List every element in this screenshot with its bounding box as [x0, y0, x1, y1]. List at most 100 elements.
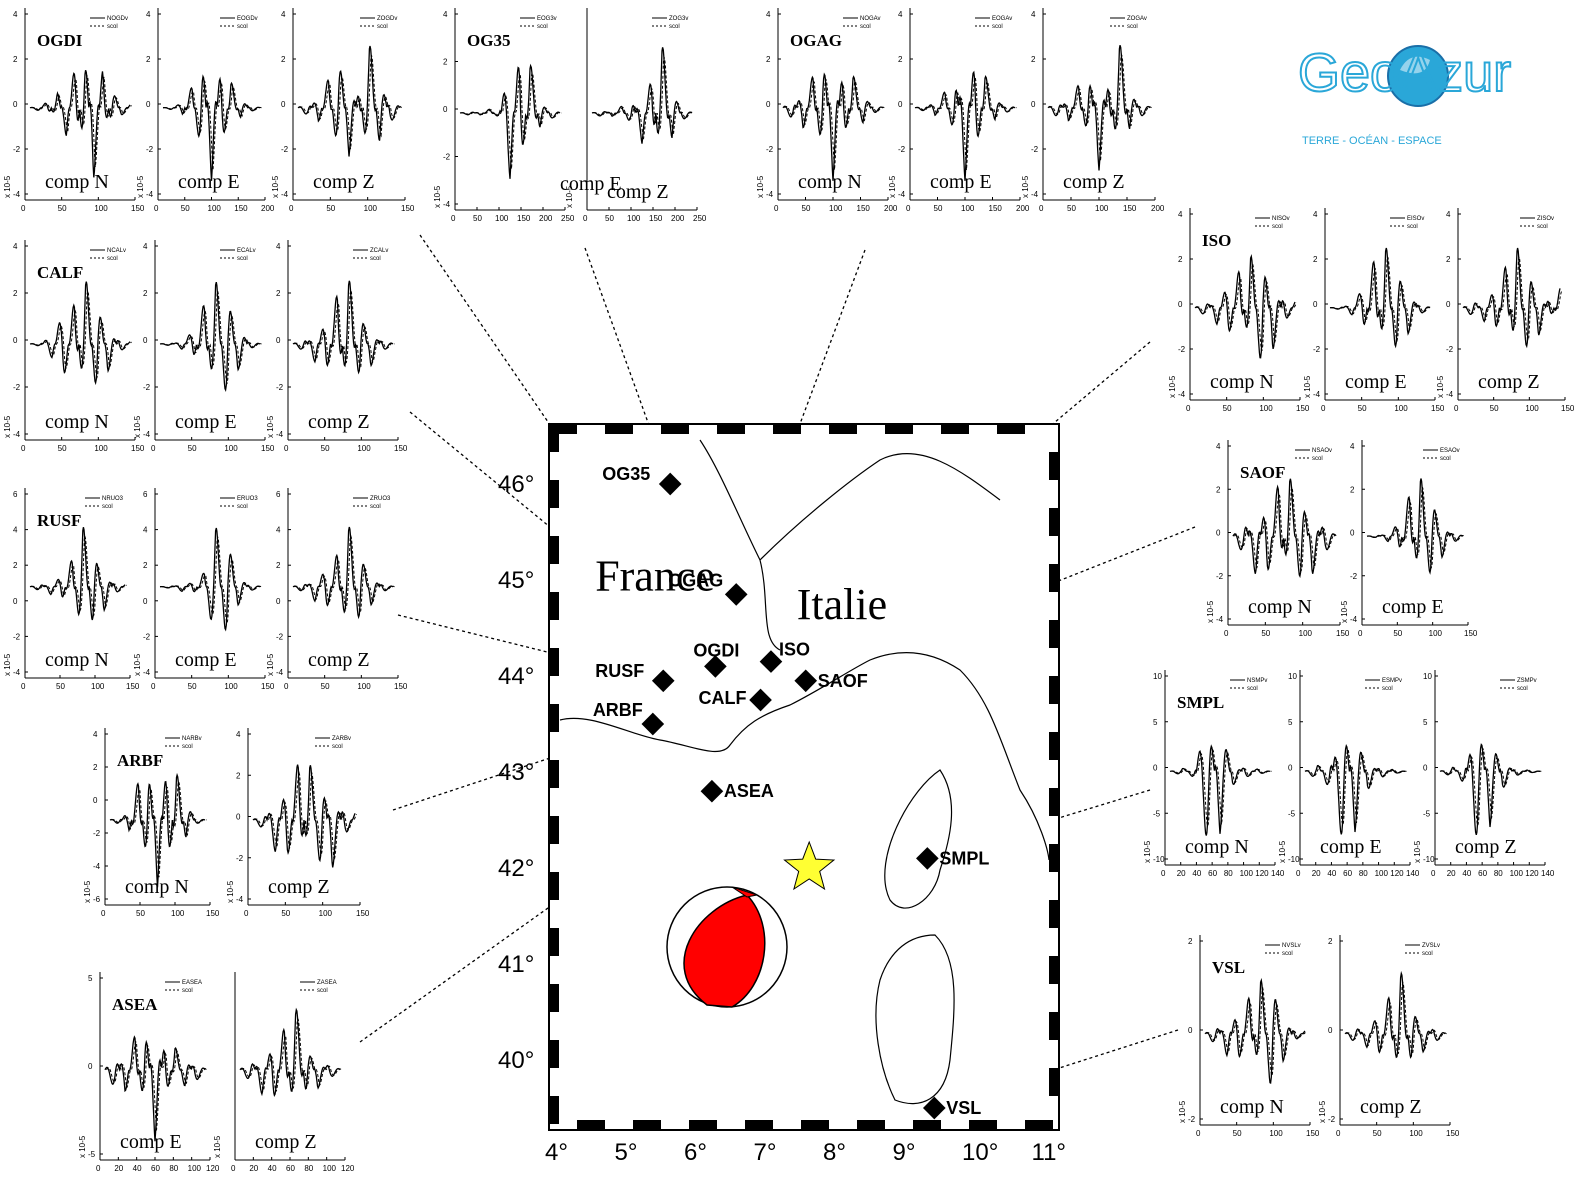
observed-trace	[162, 74, 261, 181]
x-tick-label: 0	[154, 204, 159, 213]
border-segment	[1049, 788, 1059, 816]
y-tick-label: 0	[443, 105, 448, 114]
waveform-panel: 0 20 40 60 80 100 120 x 10-5 ZASEA scol comp Z	[213, 972, 355, 1173]
y-tick-label: -2	[443, 153, 451, 162]
component-label: comp N	[1220, 1096, 1284, 1118]
y-tick-label: -4	[898, 190, 906, 199]
x-tick-label: 40	[1327, 869, 1336, 878]
legend-observed: ZASEA	[317, 980, 337, 986]
waveform-panel: 0 50 100 150 -4 -2 0 2 4 x 10-5 ZISOv scol comp Z	[1436, 208, 1575, 413]
x-tick-label: 50	[1067, 204, 1076, 213]
component-label: comp Z	[607, 181, 669, 203]
y-unit-label: x 10-5	[1318, 1100, 1327, 1123]
x-tick-label: 100	[829, 204, 843, 213]
observed-trace	[104, 1035, 206, 1142]
y-tick-label: 4	[1178, 210, 1183, 219]
station-marker	[794, 669, 818, 693]
x-tick-label: 40	[268, 1164, 277, 1173]
x-tick-label: 150	[1306, 1129, 1320, 1138]
y-tick-label: 0	[93, 796, 98, 805]
observed-trace	[1344, 970, 1446, 1059]
legend-observed: NARBv	[182, 736, 202, 742]
x-tick-label: 0	[583, 214, 588, 223]
x-tick-label: 60	[286, 1164, 295, 1173]
x-tick-label: 140	[1541, 869, 1555, 878]
y-tick-label: 5	[88, 974, 93, 983]
y-unit-label: x 10-5	[1278, 840, 1287, 863]
x-tick-label: 120	[1390, 869, 1404, 878]
x-tick-label: 80	[304, 1164, 313, 1173]
synthetic-trace	[1196, 262, 1297, 351]
y-tick-label: -5	[1288, 809, 1296, 818]
longitude-tick-label: 5°	[615, 1139, 638, 1166]
station-marker	[759, 650, 783, 673]
panel-station-label: OGDI	[37, 31, 83, 50]
y-tick-label: -2	[898, 145, 906, 154]
y-unit-label: x 10-5	[213, 1135, 222, 1158]
observed-trace	[297, 45, 401, 157]
panel-station-label: RUSF	[37, 511, 81, 530]
waveform-panel: 0 50 100 150 -4 -2 0 2 4 x 10-5 ESAOv scol comp E	[1340, 440, 1478, 638]
synthetic-trace	[1464, 256, 1562, 342]
compressional-quadrant	[731, 886, 759, 898]
border-segment	[549, 1096, 559, 1124]
station-label: ARBF	[593, 700, 643, 720]
country-label: Italie	[797, 580, 887, 629]
x-tick-label: 50	[802, 204, 811, 213]
y-tick-label: 2	[1313, 255, 1318, 264]
y-unit-label: x 10-5	[266, 415, 275, 438]
station-label: CALF	[699, 688, 747, 708]
y-tick-label: -2	[1446, 345, 1454, 354]
location-map: 40° 41° 42° 43° 44° 45° 46° 4° 5° 6° 7° 8° 9° 10° 11° F…	[498, 423, 1066, 1166]
station-marker	[651, 669, 675, 693]
waveform-panel: 0 50 100 150 -4 -2 0 2 4 x 10-5 ZARBv scol comp Z	[226, 728, 370, 918]
y-tick-label: -4	[143, 668, 151, 677]
y-tick-label: 0	[276, 597, 281, 606]
panel-station-label: SMPL	[1177, 693, 1224, 712]
legend-observed: ZRUO3	[370, 496, 391, 502]
synthetic-trace	[294, 288, 395, 370]
y-tick-label: -2	[1031, 145, 1039, 154]
y-tick-label: 4	[13, 242, 18, 251]
x-tick-label: 0	[774, 204, 779, 213]
y-unit-label: x 10-5	[756, 175, 765, 198]
border-segment	[549, 424, 559, 452]
border-segment	[633, 1120, 661, 1130]
x-tick-label: 80	[1359, 869, 1368, 878]
y-tick-label: 0	[1423, 764, 1428, 773]
x-tick-label: 20	[249, 1164, 258, 1173]
waveform-panel: 0 50 100 150 -6 -4 -2 0 2 4 x 10-5 NARBv scol ARBF com…	[83, 728, 220, 918]
station-label: SMPL	[939, 848, 989, 868]
x-tick-label: 150	[261, 444, 275, 453]
x-tick-label: 150	[649, 214, 663, 223]
y-tick-label: -2	[1328, 1115, 1336, 1124]
y-tick-label: -6	[93, 895, 101, 904]
y-tick-label: 2	[146, 55, 151, 64]
synthetic-trace	[1171, 748, 1272, 828]
legend-observed: EASEA	[182, 980, 202, 986]
x-tick-label: 20	[1312, 869, 1321, 878]
legend-synthetic: scol	[107, 24, 118, 30]
border-segment	[549, 592, 559, 620]
border-segment	[549, 872, 559, 900]
legend-observed: ECALv	[237, 248, 256, 254]
waveform-panel: 0 50 100 150 -4 -2 0 2 4 x 10-5 ECALv scol comp E	[133, 240, 275, 453]
observed-trace	[459, 63, 561, 179]
x-tick-label: 100	[357, 682, 371, 691]
x-tick-label: 150	[261, 682, 275, 691]
panel-station-label: ARBF	[117, 751, 163, 770]
legend-observed: NVSLv	[1282, 943, 1301, 949]
y-tick-label: 4	[13, 526, 18, 535]
x-tick-label: 150	[517, 214, 531, 223]
y-tick-label: -4	[13, 430, 21, 439]
station-label: OGAG	[668, 570, 723, 590]
y-tick-label: 2	[1328, 937, 1333, 946]
y-tick-label: -2	[1313, 345, 1321, 354]
legend-synthetic: scol	[317, 988, 328, 994]
legend-synthetic: scol	[332, 744, 343, 750]
latitude-tick-label: 40°	[498, 1047, 534, 1074]
legend-synthetic: scol	[237, 504, 248, 510]
x-tick-label: 0	[151, 682, 156, 691]
station-marker	[704, 655, 727, 678]
y-tick-label: 2	[1216, 485, 1221, 494]
